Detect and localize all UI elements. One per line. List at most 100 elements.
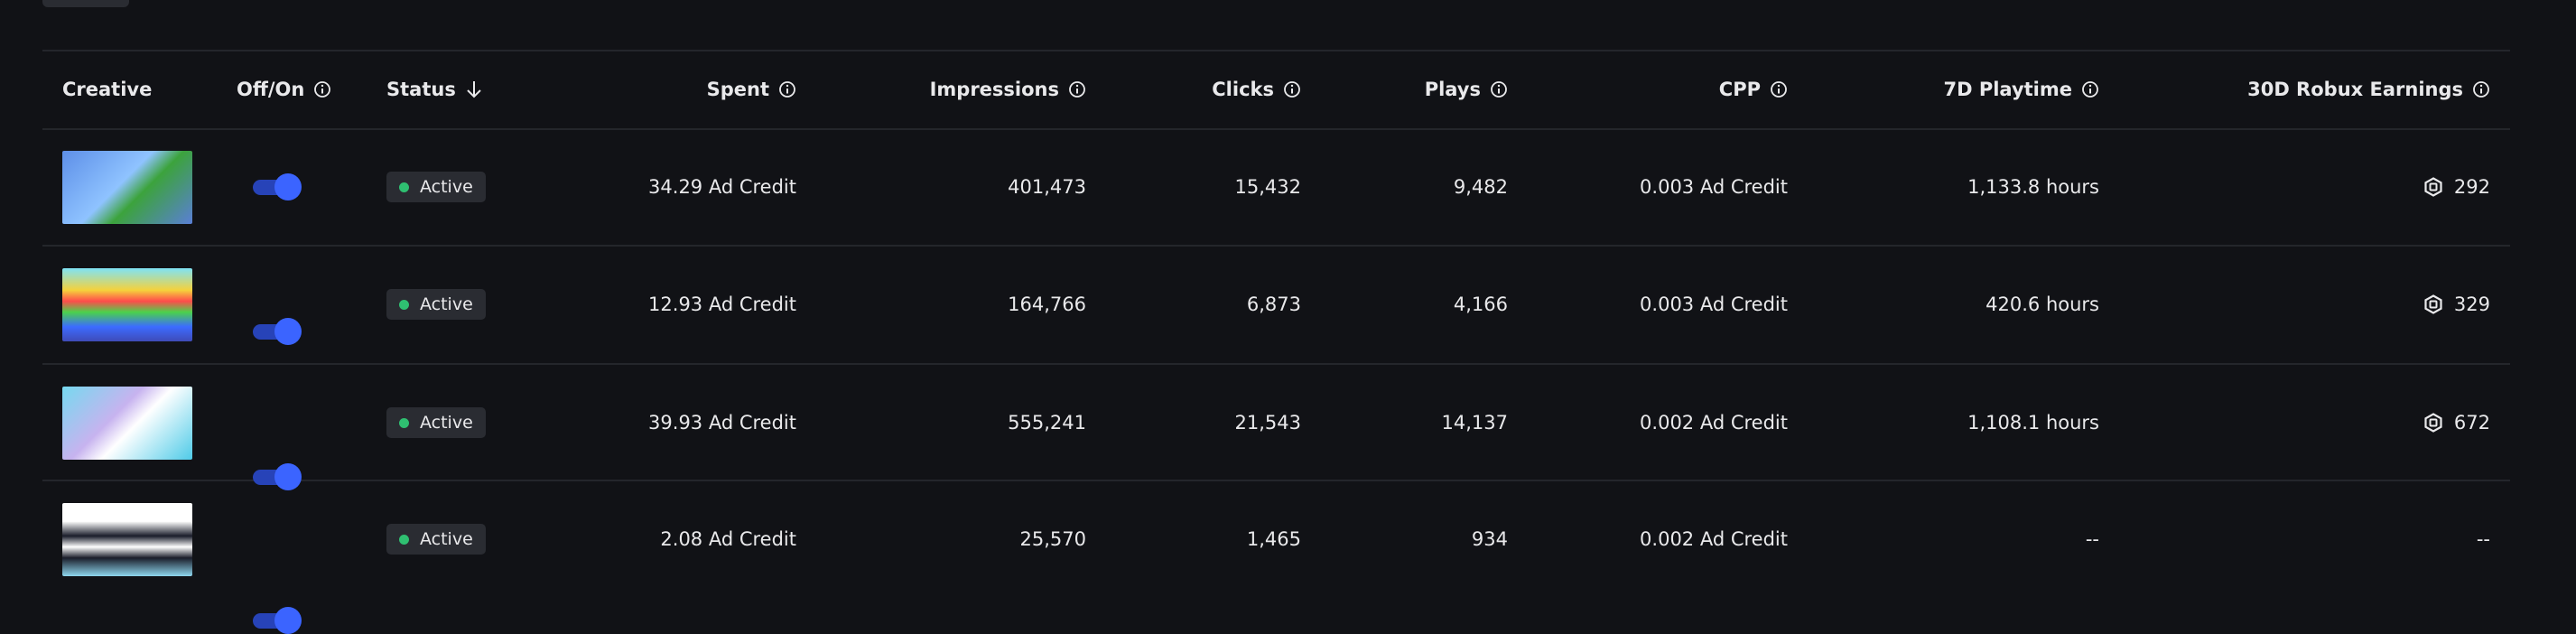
cell: 21,543 [1235,409,1301,436]
cell-text: 401,473 [1008,176,1086,198]
row-divider [42,363,2510,365]
cell: 1,465 [1247,526,1301,553]
status-text: Active [420,294,473,314]
status-dot [399,182,409,192]
info-icon[interactable] [313,80,331,98]
toggle-knob [274,318,302,345]
column-header[interactable]: CPP [1719,76,1788,103]
cell-text: 6,873 [1246,294,1301,315]
cell-text: 1,133.8 hours [1967,176,2099,198]
header-text: Status [386,79,456,100]
row-divider [42,480,2510,481]
info-icon[interactable] [2081,80,2099,98]
info-icon[interactable] [1283,80,1301,98]
cell: 12.93 Ad Credit [648,291,796,318]
status-pill: Active [386,524,486,555]
column-header[interactable]: Status [386,76,483,103]
cell-text: 39.93 Ad Credit [648,412,796,434]
cell-text: 672 [2453,412,2490,434]
cell-text: 2.08 Ad Credit [660,528,796,550]
toggle-knob [274,463,302,490]
cell: 672 [2423,409,2490,436]
cell-text: 15,432 [1234,176,1301,198]
cell-text: 1,108.1 hours [1967,412,2099,434]
cell: -- [2477,526,2490,553]
cell: 9,482 [1454,173,1508,200]
cell: 2.08 Ad Credit [660,526,796,553]
cell: 934 [1472,526,1508,553]
cell-text: 420.6 hours [1985,294,2099,315]
status-pill: Active [386,289,486,320]
column-header: Creative [62,76,152,103]
cell: 15,432 [1235,173,1301,200]
toggle-knob [274,173,302,200]
toggle[interactable] [253,607,303,634]
info-icon[interactable] [1770,80,1788,98]
column-header[interactable]: Spent [707,76,796,103]
thumbnail[interactable] [62,386,192,460]
thumbnail[interactable] [62,502,192,576]
robux-icon [2424,413,2442,433]
cell: 6,873 [1247,291,1301,318]
cell-text: 0.002 Ad Credit [1640,528,1788,550]
cell-text: 34.29 Ad Credit [648,176,796,198]
cell-text: 21,543 [1234,412,1301,434]
cell: 39.93 Ad Credit [648,409,796,436]
cell: 4,166 [1454,291,1508,318]
column-header[interactable]: Clicks [1212,76,1301,103]
divider [42,50,2510,51]
header-text: Off/On [237,79,305,100]
cell-text: 25,570 [1019,528,1086,550]
cell-text: 0.003 Ad Credit [1640,176,1788,198]
robux-icon [2424,177,2442,197]
header-text: Creative [62,79,153,100]
column-header[interactable]: Plays [1425,76,1508,103]
cell-text: 329 [2453,294,2490,315]
cell-text: 1,465 [1246,528,1301,550]
cell: 555,241 [1008,409,1086,436]
cell-text: 14,137 [1441,412,1508,434]
cell: 1,133.8 hours [1967,173,2099,200]
cell: 0.003 Ad Credit [1640,291,1788,318]
robux-icon [2424,294,2442,314]
column-header[interactable]: Impressions [930,76,1086,103]
cell: 0.003 Ad Credit [1640,173,1788,200]
header-text: CPP [1718,79,1761,100]
status-dot [399,299,409,310]
status-text: Active [420,413,473,433]
cell: 292 [2423,173,2490,200]
info-icon[interactable] [1490,80,1508,98]
toggle[interactable] [253,318,303,345]
thumbnail[interactable] [62,150,192,224]
cell-text: -- [2476,528,2490,550]
header-text: Clicks [1212,79,1274,100]
cell-text: 9,482 [1453,176,1508,198]
status-text: Active [420,529,473,549]
cell: 25,570 [1020,526,1086,553]
header-text: Impressions [929,79,1059,100]
cell-text: 12.93 Ad Credit [648,294,796,315]
row-divider [42,128,2510,130]
top-button[interactable] [42,0,129,7]
row-divider [42,245,2510,247]
column-header[interactable]: 30D Robux Earnings [2247,76,2490,103]
status-dot [399,534,409,545]
cell: 164,766 [1008,291,1086,318]
cell-text: 4,166 [1453,294,1508,315]
header-text: 30D Robux Earnings [2247,79,2463,100]
status-dot [399,417,409,428]
info-icon[interactable] [2472,80,2490,98]
header-text: Spent [706,79,769,100]
cell: 1,108.1 hours [1967,409,2099,436]
status-text: Active [420,177,473,197]
column-header[interactable]: 7D Playtime [1943,76,2099,103]
cell-text: 0.003 Ad Credit [1640,294,1788,315]
info-icon[interactable] [1068,80,1086,98]
thumbnail[interactable] [62,267,192,341]
toggle[interactable] [253,463,303,490]
sort-icon[interactable] [465,79,483,99]
toggle[interactable] [253,173,303,200]
info-icon[interactable] [778,80,796,98]
